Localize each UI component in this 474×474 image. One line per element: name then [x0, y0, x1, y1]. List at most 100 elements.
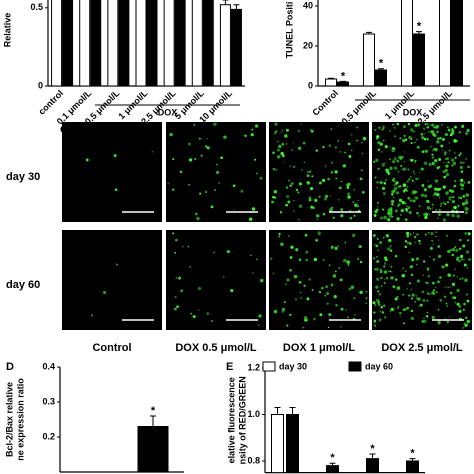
fluorescent-cell — [435, 231, 438, 234]
fluorescent-cell — [465, 293, 469, 296]
fluorescent-cell — [339, 278, 343, 282]
fluorescent-cell — [432, 289, 436, 292]
fluorescent-cell — [218, 182, 220, 184]
fluorescent-cell — [422, 274, 424, 276]
significance-label: * — [410, 448, 415, 460]
fluorescent-cell — [414, 161, 416, 164]
fluorescent-cell — [258, 324, 260, 326]
fluorescent-cell — [383, 215, 387, 220]
fluorescent-cell — [289, 256, 293, 259]
fluorescent-cell — [437, 217, 439, 219]
fluorescent-cell — [388, 158, 391, 161]
fluorescent-cell — [303, 316, 308, 320]
fluorescent-cell — [440, 144, 444, 148]
fluorescent-cell — [439, 209, 441, 211]
fluorescent-cell — [393, 166, 398, 170]
fluorescent-cell — [463, 322, 467, 326]
fluorescent-cell — [338, 199, 340, 201]
fluorescent-cell — [205, 145, 208, 148]
fluorescent-cell — [358, 245, 362, 248]
fluorescent-cell — [322, 212, 326, 216]
fluorescent-cell — [192, 315, 196, 319]
fluorescent-cell — [206, 312, 209, 315]
fluorescent-cell — [421, 320, 424, 323]
fluorescent-cell — [402, 167, 407, 171]
fluorescent-cell — [442, 265, 445, 268]
fluorescent-cell — [416, 233, 419, 236]
fluorescent-cell — [465, 198, 469, 202]
fluorescent-cell — [305, 250, 309, 254]
fluorescent-cell — [347, 264, 350, 266]
fluorescent-cell — [172, 232, 175, 235]
fluorescent-cell — [379, 270, 383, 274]
significance-label: * — [370, 443, 375, 455]
fluorescent-cell — [361, 152, 363, 155]
fluorescent-cell — [410, 288, 413, 291]
fluorescent-cell — [216, 163, 218, 166]
fluorescent-cell — [387, 247, 391, 251]
fluorescent-cell — [426, 267, 430, 271]
fluorescent-cell — [401, 274, 406, 278]
fluorescent-cell — [462, 194, 466, 198]
fluorescent-cell — [467, 232, 471, 236]
fluorescent-cell — [430, 124, 432, 126]
fluorescent-cell — [343, 258, 347, 263]
fluorescent-cell — [464, 132, 469, 136]
fluorescent-cell — [322, 258, 325, 261]
fluorescent-cell — [276, 155, 281, 159]
fluorescent-cell — [451, 213, 455, 218]
fluorescent-cell — [437, 308, 440, 311]
fluorescent-cell — [174, 296, 177, 299]
fluorescent-cell — [443, 175, 447, 179]
fluorescent-cell — [429, 208, 432, 210]
fluorescent-cell — [409, 265, 413, 269]
y-axis-label: Relative — [2, 13, 12, 48]
fluorescent-cell — [340, 180, 343, 183]
fluorescent-cell — [466, 128, 470, 133]
bar — [191, 0, 203, 87]
fluorescent-cell — [404, 138, 408, 141]
fluorescent-cell — [298, 280, 302, 284]
column-label: DOX 1 μmol/L — [283, 342, 355, 354]
fluorescent-cell — [333, 294, 337, 299]
error-bar — [328, 77, 334, 79]
fluorescent-cell — [293, 210, 295, 212]
fluorescent-cell — [393, 135, 397, 138]
fluorescent-cell — [400, 214, 402, 216]
fluorescent-cell — [451, 282, 456, 286]
fluorescent-cell — [467, 165, 470, 169]
fluorescent-cell — [357, 257, 360, 260]
fluorescent-cell — [452, 274, 455, 277]
fluorescent-cell — [206, 146, 210, 150]
fluorescent-cell — [448, 142, 451, 144]
fluorescent-cell — [418, 242, 421, 245]
fluorescent-cell — [385, 179, 387, 181]
fluorescent-cell — [451, 129, 455, 133]
fluorescent-cell — [286, 195, 290, 199]
fluorescent-cell — [377, 290, 380, 293]
fluorescent-cell — [286, 324, 289, 327]
fluorescent-cell — [413, 190, 417, 194]
fluorescent-cell — [398, 198, 403, 203]
fluorescent-cell — [397, 185, 400, 189]
fluorescent-cell — [401, 155, 404, 159]
fluorescent-cell — [447, 126, 449, 128]
fluorescent-cell — [306, 174, 310, 178]
fluorescent-cell — [373, 214, 377, 217]
fluorescent-cell — [427, 180, 429, 182]
fluorescent-cell — [303, 161, 306, 163]
fluorescent-cell — [454, 179, 457, 183]
fluorescent-cell — [382, 208, 385, 211]
fluorescent-cell — [214, 189, 216, 191]
fluorescent-cell — [410, 297, 414, 300]
fluorescent-cell — [297, 129, 300, 133]
fluorescent-cell — [187, 245, 190, 248]
fluorescent-cell — [451, 164, 453, 166]
fluorescent-cell — [466, 299, 470, 303]
fluorescent-cell — [408, 135, 412, 140]
fluorescent-cell — [278, 144, 282, 149]
fluorescent-cell — [373, 311, 376, 314]
fluorescent-cell — [411, 258, 415, 262]
fluorescent-cell — [359, 260, 363, 264]
fluorescent-cell — [438, 158, 442, 162]
